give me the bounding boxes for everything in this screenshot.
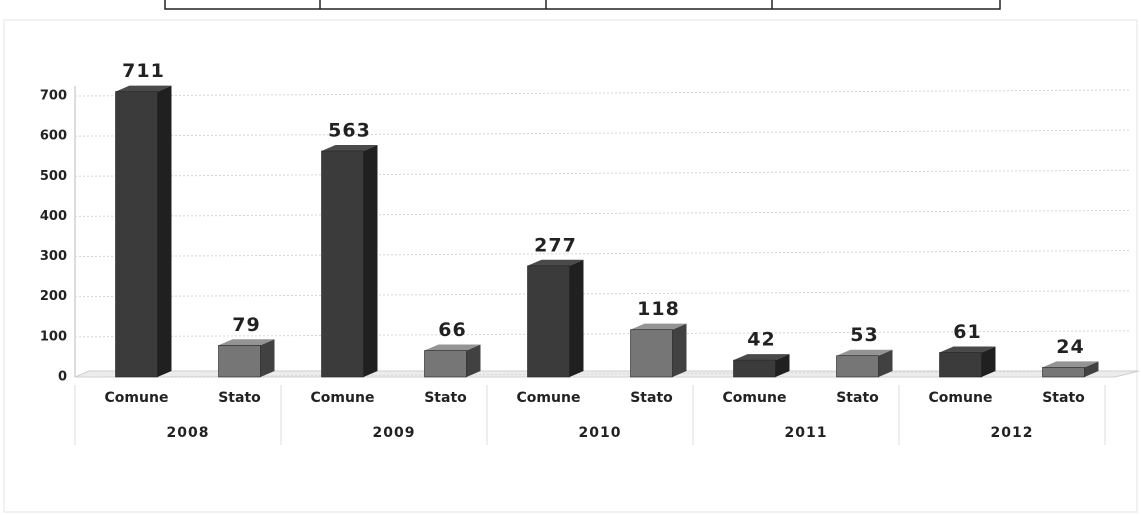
- bar: [733, 359, 776, 378]
- bar: [321, 150, 364, 378]
- value-label: 24: [1056, 336, 1084, 358]
- bar-side: [466, 344, 481, 377]
- bar-side: [981, 346, 996, 377]
- bar-top: [321, 144, 378, 151]
- bar-top: [527, 259, 584, 266]
- chart-frame: [3, 19, 1138, 513]
- grid-line: [74, 129, 1130, 137]
- group-label: 2008: [167, 425, 210, 441]
- group-label: 2009: [373, 425, 416, 441]
- bar-side: [775, 354, 790, 377]
- value-label: 118: [637, 298, 680, 320]
- y-tick-label: 600: [40, 129, 67, 144]
- x-tick-label: Comune: [311, 390, 375, 406]
- y-tick-label: 100: [40, 329, 67, 344]
- bar-side: [569, 259, 584, 377]
- x-tick-label: Comune: [929, 390, 993, 406]
- grid-line: [74, 250, 1130, 258]
- bar: [836, 355, 879, 378]
- bar: [939, 352, 982, 378]
- bar-top: [836, 349, 893, 356]
- y-tick-label: 400: [40, 209, 67, 224]
- table-fragment: [164, 0, 1001, 10]
- bar: [218, 344, 261, 378]
- value-label: 277: [534, 234, 577, 256]
- value-label: 66: [438, 319, 466, 341]
- x-tick-label: Stato: [218, 390, 261, 406]
- bar-top: [733, 354, 790, 361]
- bar-side: [878, 349, 893, 377]
- x-tick-label: Stato: [836, 390, 879, 406]
- grid-line: [74, 209, 1130, 217]
- bar-side: [363, 144, 378, 377]
- bar-top: [218, 339, 275, 346]
- bar-side: [672, 323, 687, 377]
- x-tick-label: Comune: [105, 390, 169, 406]
- grid-line: [74, 89, 1130, 97]
- grid-line: [74, 290, 1130, 298]
- bar: [1042, 367, 1085, 378]
- y-tick-label: 200: [40, 289, 67, 304]
- bar-top: [424, 344, 481, 351]
- y-tick-label: 300: [40, 249, 67, 264]
- bar-side: [260, 339, 275, 377]
- bar-top: [630, 323, 687, 330]
- bar-top: [939, 346, 996, 353]
- value-label: 711: [122, 60, 165, 82]
- value-label: 61: [953, 321, 981, 343]
- x-tick-label: Stato: [424, 390, 467, 406]
- y-tick-label: 500: [40, 169, 67, 184]
- value-label: 563: [328, 119, 371, 141]
- value-label: 42: [747, 329, 775, 351]
- bar: [527, 265, 570, 378]
- bar: [424, 350, 467, 378]
- bar-side: [1084, 361, 1099, 377]
- bar-side: [157, 85, 172, 377]
- bar: [115, 91, 158, 378]
- value-label: 53: [850, 324, 878, 346]
- grid-line: [74, 169, 1130, 177]
- x-tick-label: Comune: [723, 390, 787, 406]
- bar: [630, 329, 673, 378]
- x-tick-label: Stato: [630, 390, 673, 406]
- group-label: 2012: [991, 425, 1034, 441]
- group-label: 2010: [579, 425, 622, 441]
- y-tick-label: 0: [58, 370, 67, 385]
- bar-top: [1042, 361, 1099, 368]
- x-tick-label: Comune: [517, 390, 581, 406]
- value-label: 79: [232, 314, 260, 336]
- group-label: 2011: [785, 425, 828, 441]
- x-tick-label: Stato: [1042, 390, 1085, 406]
- bar-top: [115, 85, 172, 92]
- y-tick-label: 700: [40, 89, 67, 104]
